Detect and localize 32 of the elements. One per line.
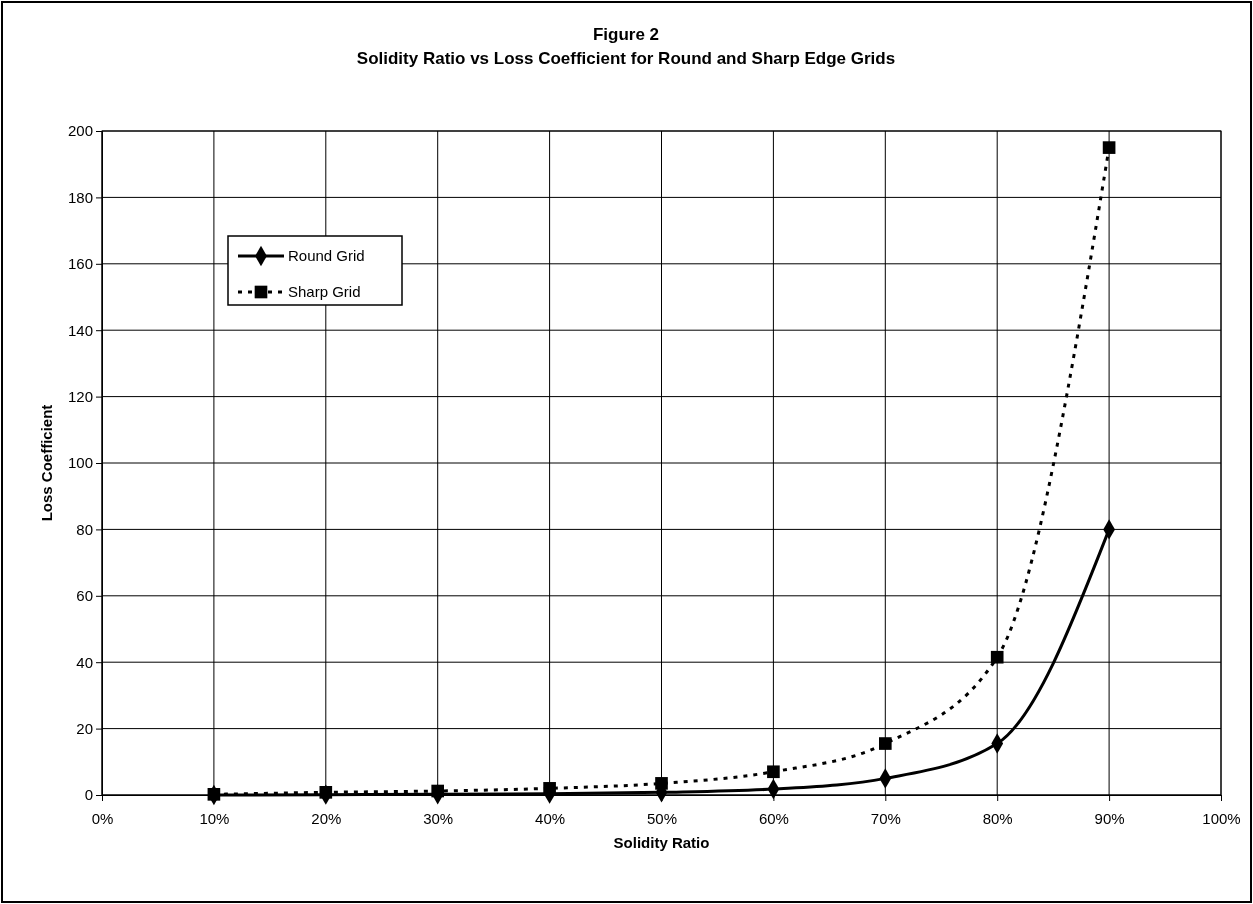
x-tick-label: 50%: [646, 809, 678, 827]
y-tick-label: 160: [67, 255, 93, 273]
point: [878, 737, 892, 750]
x-tick-label: 100%: [1202, 809, 1241, 827]
y-tick-label: 200: [67, 122, 93, 140]
y-tick-label: 60: [76, 587, 93, 605]
x-axis-title: Solidity Ratio: [613, 834, 710, 851]
x-tick-label: 70%: [870, 809, 901, 827]
y-tick-label: 20: [76, 719, 93, 737]
x-tick-label: 30%: [423, 809, 454, 827]
y-tick-label: 0: [84, 786, 93, 804]
x-tick-label: 80%: [982, 809, 1013, 827]
x-tick-label: 10%: [199, 809, 230, 827]
y-tick-label: 140: [67, 321, 93, 339]
y-tick-label: 40: [76, 653, 93, 671]
legend-label: Sharp Grid: [288, 283, 361, 300]
x-tick-label: 60%: [758, 809, 789, 827]
y-tick-label: 180: [67, 188, 93, 206]
legend-label: Round Grid: [288, 247, 365, 264]
x-tick-label: 20%: [311, 809, 342, 827]
y-tick-label: 120: [67, 387, 93, 405]
point: [990, 650, 1004, 664]
y-tick-label: 80: [76, 520, 93, 538]
y-tick-label: 100: [67, 454, 93, 472]
point: [1102, 141, 1116, 154]
y-axis-title: Loss Coefficient: [38, 404, 55, 522]
x-tick-label: 40%: [535, 809, 566, 827]
x-tick-label: 0%: [91, 809, 114, 827]
chart-subtitle: Solidity Ratio vs Loss Coefficient for Round and Sharp Edge Grids: [356, 49, 896, 68]
chart-title: Figure 2: [592, 25, 660, 44]
point: [767, 765, 780, 779]
x-tick-label: 90%: [1094, 809, 1125, 827]
